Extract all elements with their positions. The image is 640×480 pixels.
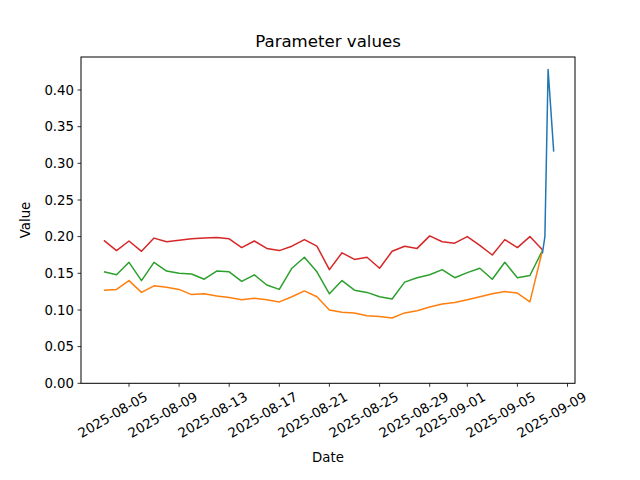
- series-line-blue: [542, 70, 553, 254]
- plot-border: [81, 57, 575, 383]
- y-axis-label: Value: [18, 70, 34, 370]
- y-tick-label: 0.35: [24, 120, 74, 133]
- series-line-red: [104, 236, 543, 270]
- y-tick-label: 0.40: [24, 84, 74, 97]
- y-tick-label: 0.10: [24, 304, 74, 317]
- y-tick-label: 0.15: [24, 267, 74, 280]
- y-tick-label: 0.00: [24, 377, 74, 390]
- y-tick-label: 0.20: [24, 230, 74, 243]
- y-tick-label: 0.30: [24, 157, 74, 170]
- y-tick-label: 0.25: [24, 194, 74, 207]
- chart-title: Parameter values: [81, 33, 575, 51]
- y-tick-label: 0.05: [24, 340, 74, 353]
- figure: Parameter values Value Date 0.000.050.10…: [0, 0, 640, 480]
